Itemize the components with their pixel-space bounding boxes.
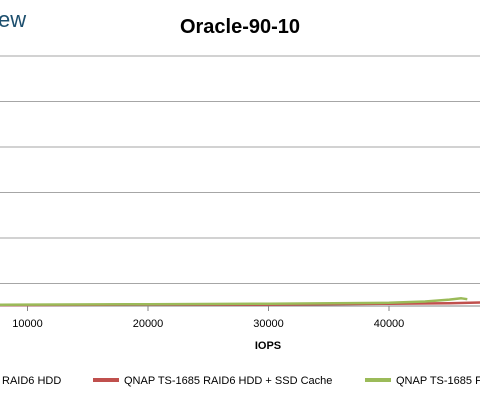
legend-label-1: RAID6 HDD (2, 375, 61, 387)
x-tick-label: 40000 (374, 318, 405, 330)
x-axis-label: IOPS (255, 340, 281, 352)
x-tick-label: 10000 (12, 318, 43, 330)
brand-logo-text: ew (0, 7, 26, 32)
gridlines (0, 55, 480, 284)
x-axis: 10000 20000 30000 40000 (0, 305, 480, 330)
series-line-3 (0, 297, 468, 306)
legend: RAID6 HDD QNAP TS-1685 RAID6 HDD + SSD Ca… (2, 375, 480, 387)
plot-series (0, 297, 480, 307)
chart-title: Oracle-90-10 (180, 16, 300, 38)
legend-label-3: QNAP TS-1685 F (396, 375, 480, 387)
x-tick-label: 30000 (253, 318, 284, 330)
x-tick-label: 20000 (133, 318, 164, 330)
legend-label-2: QNAP TS-1685 RAID6 HDD + SSD Cache (124, 375, 332, 387)
